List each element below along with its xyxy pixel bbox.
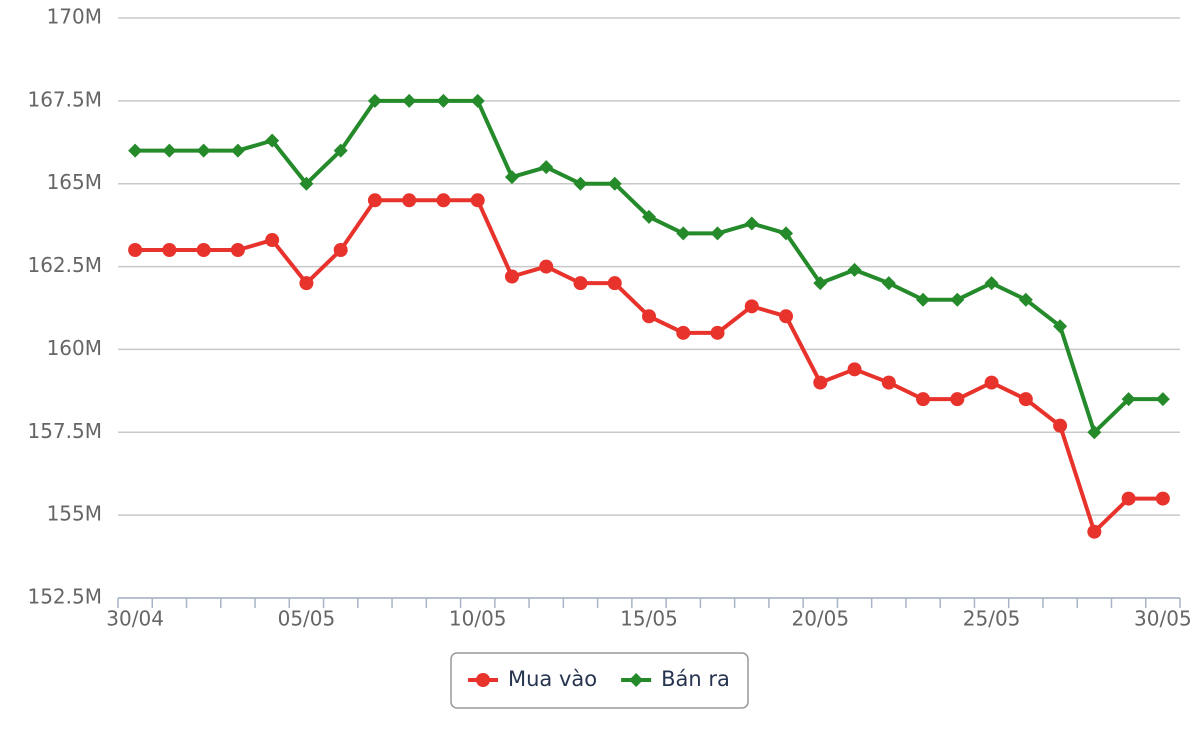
- point: [196, 143, 211, 158]
- point: [1018, 292, 1033, 307]
- x-tick-label: 30/04: [106, 607, 164, 631]
- x-tick-label: 05/05: [278, 607, 336, 631]
- point: [539, 160, 554, 175]
- point: [573, 276, 588, 291]
- y-tick-label: 152.5M: [27, 585, 102, 609]
- point: [504, 269, 519, 284]
- point: [128, 143, 143, 158]
- point: [230, 243, 245, 257]
- point: [162, 243, 177, 257]
- legend-label: Bán ra: [661, 667, 730, 691]
- legend-marker: [629, 673, 644, 687]
- point: [916, 392, 931, 407]
- point: [436, 93, 451, 108]
- point: [333, 243, 348, 257]
- point: [744, 299, 759, 314]
- legend-label: Mua vào: [508, 667, 597, 691]
- point: [642, 209, 656, 224]
- point: [847, 262, 862, 277]
- y-tick-label: 167.5M: [27, 87, 102, 111]
- x-tick-label: 15/05: [620, 607, 678, 631]
- series-line: [135, 198, 1163, 534]
- point: [744, 216, 759, 231]
- x-tick-label: 10/05: [449, 607, 507, 631]
- y-tick-label: 155M: [47, 502, 102, 526]
- point: [1087, 524, 1102, 539]
- point: [710, 325, 725, 340]
- point: [916, 292, 931, 307]
- point: [950, 392, 965, 407]
- point: [573, 176, 588, 191]
- y-tick-label: 165M: [47, 170, 102, 194]
- legend-item[interactable]: Bán ra: [621, 667, 730, 691]
- point: [1087, 425, 1102, 440]
- point: [779, 226, 794, 241]
- point: [470, 193, 485, 208]
- point: [402, 93, 417, 108]
- point: [402, 193, 417, 208]
- point: [1121, 392, 1136, 407]
- point: [642, 309, 656, 324]
- point: [847, 362, 862, 377]
- y-tick-label: 162.5M: [27, 253, 102, 277]
- point: [1053, 319, 1068, 334]
- point: [984, 375, 999, 390]
- point: [230, 143, 245, 158]
- point: [470, 93, 485, 108]
- point: [128, 243, 143, 257]
- point: [676, 325, 691, 340]
- point: [539, 259, 554, 274]
- point: [162, 143, 177, 158]
- point: [436, 193, 451, 208]
- point: [196, 243, 211, 257]
- y-tick-label: 160M: [47, 336, 102, 360]
- point: [779, 309, 794, 324]
- legend-box: [450, 652, 749, 709]
- legend-marker: [476, 673, 490, 687]
- point: [299, 276, 314, 291]
- point: [881, 375, 896, 390]
- point: [607, 176, 622, 191]
- point: [1018, 392, 1033, 407]
- y-tick-label: 170M: [47, 5, 102, 29]
- point: [1155, 491, 1170, 506]
- point: [950, 292, 965, 307]
- point: [1155, 392, 1170, 407]
- x-tick-label: 20/05: [791, 607, 849, 631]
- legend-item[interactable]: Mua vào: [468, 667, 597, 691]
- point: [984, 276, 999, 291]
- point: [813, 276, 828, 291]
- point: [299, 176, 314, 191]
- point: [265, 233, 280, 248]
- point: [1053, 418, 1068, 433]
- point: [1121, 491, 1136, 506]
- point: [813, 375, 828, 390]
- point: [710, 226, 725, 241]
- x-tick-label: 25/05: [963, 607, 1021, 631]
- point: [367, 93, 382, 108]
- point: [367, 193, 382, 208]
- point: [265, 133, 280, 148]
- point: [881, 276, 896, 291]
- y-tick-label: 157.5M: [27, 419, 102, 443]
- point: [333, 143, 348, 158]
- point: [607, 276, 622, 291]
- x-tick-label: 30/05: [1134, 607, 1192, 631]
- point: [504, 170, 519, 185]
- point: [676, 226, 691, 241]
